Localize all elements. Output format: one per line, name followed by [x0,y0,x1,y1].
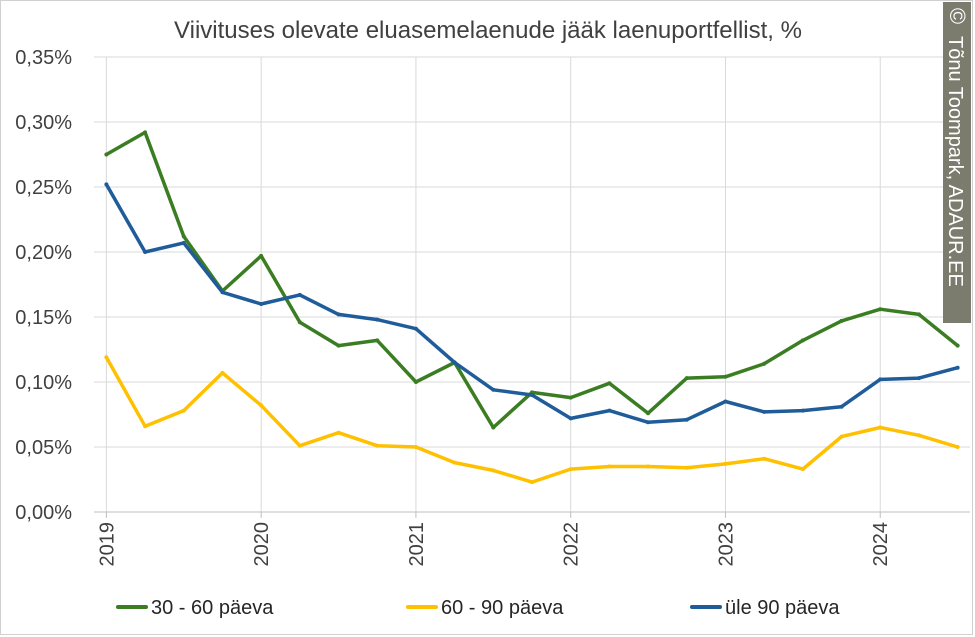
x-tick-label: 2019 [96,522,118,567]
data-point [955,365,960,370]
data-point [607,464,612,469]
data-point [375,338,380,343]
data-point [413,326,418,331]
data-point [646,464,651,469]
y-tick-label: 0,30% [15,112,72,134]
data-point [800,467,805,472]
data-point [336,312,341,317]
legend-label: üle 90 päeva [725,597,840,619]
data-point [723,399,728,404]
data-point [839,404,844,409]
copyright-icon: © [945,8,970,24]
data-point [143,130,148,135]
data-point [568,467,573,472]
data-point [839,318,844,323]
data-point [646,411,651,416]
data-point [336,343,341,348]
data-point [955,445,960,449]
data-point [297,443,302,448]
y-tick-label: 0,00% [15,502,72,524]
data-point [181,234,186,239]
data-point [452,360,457,365]
x-tick-label: 2022 [561,522,583,567]
data-point [452,460,457,465]
data-point [530,480,534,485]
grid-layer [94,56,970,518]
credit-text: Tõnu Toompark, ADAUR.EE [944,36,966,287]
data-point [762,361,767,366]
data-point [607,408,612,413]
data-point [259,403,264,408]
data-point [916,433,921,438]
data-point [568,416,573,421]
data-point [684,417,689,422]
data-point [762,409,767,414]
data-point [259,253,264,258]
data-point [607,381,612,386]
y-tick-label: 0,35% [15,47,72,69]
series-line-2 [104,182,960,425]
data-point [723,374,728,379]
data-point [646,420,651,425]
x-tick-label: 2024 [870,522,892,567]
data-point [104,355,109,360]
data-point [530,393,534,397]
data-point [800,408,805,413]
legend-label: 30 - 60 päeva [151,597,274,619]
data-point [878,307,883,312]
y-axis-ticks: 0,00% 0,05% 0,10% 0,15% 0,20% 0,25% 0,30% 0,35% [15,47,72,524]
data-point [684,376,689,381]
data-point [143,424,148,429]
data-point [143,250,148,254]
y-tick-label: 0,05% [15,437,72,459]
y-tick-label: 0,15% [15,307,72,329]
data-point [878,425,883,430]
data-point [916,312,921,317]
data-point [297,320,302,325]
series-line-1 [104,355,960,484]
credit-box: © Tõnu Toompark, ADAUR.EE [943,2,971,323]
data-point [568,395,573,400]
y-tick-label: 0,25% [15,177,72,199]
data-point [413,445,418,449]
legend-label: 60 - 90 päeva [441,597,564,619]
data-point [336,430,341,435]
x-axis-ticks: 2019 2020 2021 2022 2023 2024 [96,522,892,567]
data-point [839,434,844,439]
data-point [220,370,225,375]
data-point [723,461,728,466]
data-point [181,240,186,245]
data-point [220,290,225,295]
y-tick-label: 0,10% [15,372,72,394]
data-point [259,302,264,306]
data-point [684,465,689,470]
x-tick-label: 2023 [715,522,737,567]
data-point [491,387,496,392]
data-point [800,338,805,343]
series-layer [104,130,960,485]
y-tick-label: 0,20% [15,242,72,264]
data-point [955,343,960,348]
data-point [104,152,109,157]
data-point [181,408,186,413]
data-point [104,182,109,187]
data-point [491,425,496,430]
x-tick-label: 2021 [406,522,428,567]
data-point [375,443,380,448]
data-point [916,376,921,381]
legend: 30 - 60 päeva 60 - 90 päeva üle 90 päeva [116,597,840,619]
data-point [413,380,418,384]
data-point [297,292,302,297]
data-point [762,456,767,461]
credit-background [943,2,971,323]
data-point [878,377,883,382]
data-point [491,468,496,473]
x-tick-label: 2020 [251,522,273,567]
data-point [375,317,380,322]
chart-title: Viivituses olevate eluasemelaenude jääk … [174,17,802,44]
